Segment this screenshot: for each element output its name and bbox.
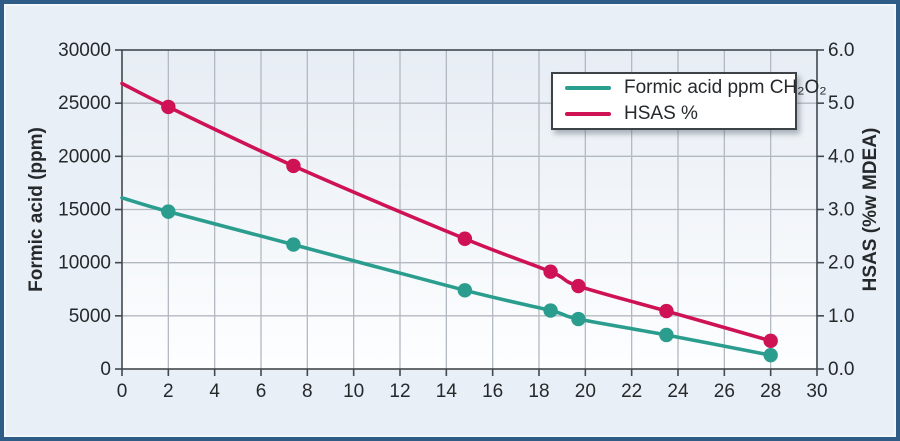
chart-svg: 0 2 4 6 8 10 12 14 16 18 20 22 24 26 28 300500010000150… (26, 40, 881, 402)
right-y-tick-label: 6.0 (828, 40, 854, 61)
x-tick-label: 0 (117, 381, 128, 402)
right-y-tick-label: 5.0 (828, 93, 854, 114)
left-y-tick-label: 30000 (58, 40, 111, 61)
x-tick-label: 18 (528, 381, 549, 402)
data-point-marker (161, 204, 176, 219)
x-tick-label: 24 (667, 381, 689, 402)
data-point-marker (457, 231, 473, 246)
hsas-line-swatch (565, 111, 611, 116)
left-y-tick-label: 0 (100, 359, 111, 380)
x-tick-label: 8 (302, 381, 313, 402)
left-y-tick-label: 15000 (58, 200, 111, 221)
x-tick-label: 14 (436, 381, 458, 402)
data-point-marker (286, 158, 301, 174)
data-point-marker (543, 264, 558, 279)
right-y-tick-label: 4.0 (828, 146, 854, 167)
right-y-tick-label: 2.0 (828, 253, 854, 274)
data-point-marker (763, 333, 778, 349)
right-y-tick-label: 3.0 (828, 200, 854, 221)
x-tick-label: 28 (760, 381, 781, 402)
legend-item-hsas: HSAS % (565, 102, 783, 125)
data-point-marker (763, 347, 778, 363)
right-y-tick-label: 0.0 (828, 359, 854, 380)
x-tick-label: 30 (806, 381, 827, 402)
x-tick-label: 16 (482, 381, 503, 402)
data-point-marker (659, 303, 674, 319)
data-point-marker (543, 303, 558, 318)
left-y-tick-label: 20000 (58, 146, 111, 167)
x-tick-label: 6 (256, 381, 267, 402)
legend-label-formic-acid: Formic acid ppm CH₂O₂ (624, 76, 827, 98)
data-point-marker (571, 311, 586, 327)
legend-label-hsas: HSAS % (624, 102, 698, 124)
legend: Formic acid ppm CH₂O₂ HSAS % (551, 72, 827, 130)
right-y-tick-label: 1.0 (828, 306, 854, 327)
x-tick-label: 12 (389, 381, 410, 402)
data-point-marker (571, 278, 586, 294)
x-tick-label: 10 (343, 381, 364, 402)
formic-acid-line-swatch (565, 86, 611, 91)
data-point-marker (457, 283, 473, 298)
left-y-tick-label: 10000 (58, 253, 111, 274)
x-tick-label: 2 (163, 381, 174, 402)
x-tick-label: 22 (621, 381, 642, 402)
data-point-marker (286, 237, 301, 252)
right-axis-title: HSAS (%w MDEA) (860, 128, 881, 292)
data-point-marker (161, 99, 176, 115)
left-y-tick-label: 5000 (69, 306, 111, 327)
legend-item-formic-acid: Formic acid ppm CH₂O₂ (565, 77, 827, 99)
x-tick-label: 4 (209, 381, 220, 402)
left-y-tick-label: 25000 (58, 93, 111, 114)
left-axis-title: Formic acid (ppm) (26, 127, 47, 292)
x-tick-label: 26 (714, 381, 735, 402)
x-tick-label: 20 (575, 381, 596, 402)
data-point-marker (659, 327, 674, 343)
